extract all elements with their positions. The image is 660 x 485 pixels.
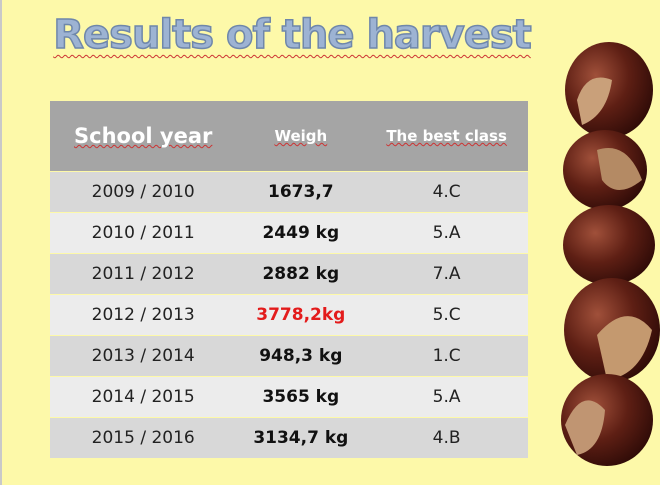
header-cell: Weigh <box>236 101 365 171</box>
table-cell: 2009 / 2010 <box>50 172 236 212</box>
table-cell: 2010 / 2011 <box>50 213 236 253</box>
chestnut <box>565 42 653 138</box>
chestnut <box>561 374 653 466</box>
table-cell: 7.A <box>365 254 528 294</box>
table-cell: 3565 kg <box>236 377 365 417</box>
table-cell: 2011 / 2012 <box>50 254 236 294</box>
table-cell: 3134,7 kg <box>236 418 365 458</box>
table-cell: 2882 kg <box>236 254 365 294</box>
table-cell: 1.C <box>365 336 528 376</box>
table-cell: 4.B <box>365 418 528 458</box>
table-cell: 5.A <box>365 213 528 253</box>
table-cell: 948,3 kg <box>236 336 365 376</box>
table-cell: 4.C <box>365 172 528 212</box>
chestnut <box>563 205 655 285</box>
chestnut <box>563 130 647 210</box>
table-cell: 5.C <box>365 295 528 335</box>
table-cell: 2013 / 2014 <box>50 336 236 376</box>
header-cell: School year <box>50 101 236 171</box>
chestnut <box>564 278 660 382</box>
table-cell: 3778,2kg <box>236 295 365 335</box>
slide: Results of the harvest School yearWeighT… <box>0 0 660 485</box>
table-cell: 5.A <box>365 377 528 417</box>
table-cell: 2012 / 2013 <box>50 295 236 335</box>
chestnut-stack <box>557 40 660 470</box>
header-cell: The best class <box>365 101 528 171</box>
table-cell: 2015 / 2016 <box>50 418 236 458</box>
table-cell: 2449 kg <box>236 213 365 253</box>
slide-title: Results of the harvest <box>42 12 542 58</box>
table-cell: 1673,7 <box>236 172 365 212</box>
table-cell: 2014 / 2015 <box>50 377 236 417</box>
